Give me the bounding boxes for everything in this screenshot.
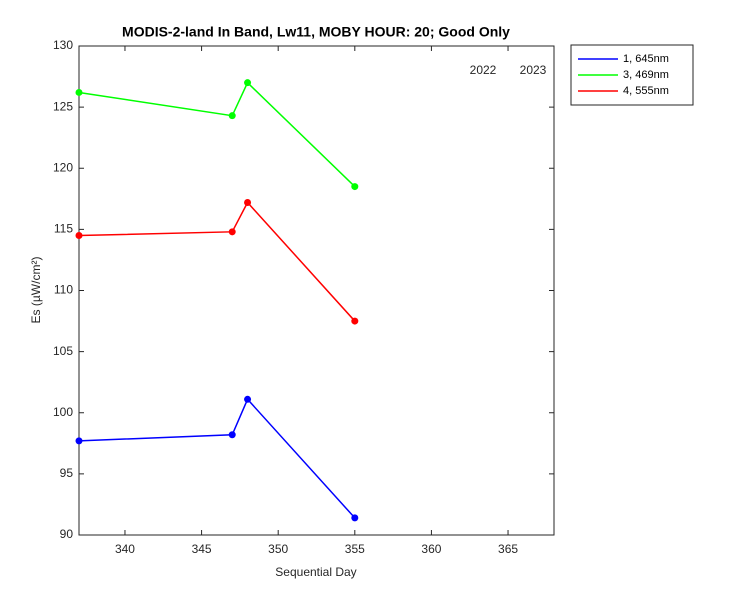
data-point	[228, 431, 236, 439]
annotation: 2023	[520, 63, 547, 77]
y-tick-label: 130	[53, 38, 73, 52]
x-axis-label: Sequential Day	[275, 565, 356, 579]
x-tick-label: 360	[421, 542, 441, 556]
y-axis-label: Es (µW/cm²)	[29, 257, 43, 324]
x-tick-label: 355	[345, 542, 365, 556]
y-tick-label: 95	[60, 466, 74, 480]
series-line	[78, 397, 356, 519]
annotation: 2022	[470, 63, 497, 77]
x-tick-label: 365	[498, 542, 518, 556]
y-tick-label: 120	[53, 160, 73, 174]
data-point	[351, 317, 359, 325]
y-tick-label: 125	[53, 99, 73, 113]
x-tick-label: 340	[115, 542, 135, 556]
y-tick-label: 90	[60, 527, 74, 541]
x-tick-label: 350	[268, 542, 288, 556]
y-tick-label: 100	[53, 405, 73, 419]
data-point	[244, 395, 252, 403]
x-tick-label: 345	[192, 542, 212, 556]
data-point	[75, 231, 83, 239]
data-point	[244, 79, 252, 87]
series-line	[78, 81, 356, 188]
legend-label: 1, 645nm	[623, 53, 669, 65]
data-point	[351, 183, 359, 191]
legend-label: 4, 555nm	[623, 85, 669, 97]
y-tick-label: 105	[53, 344, 73, 358]
chart-title: MODIS-2-land In Band, Lw11, MOBY HOUR: 2…	[122, 24, 510, 40]
data-point	[75, 437, 83, 445]
data-point	[244, 198, 252, 206]
legend-label: 3, 469nm	[623, 69, 669, 81]
data-point	[228, 228, 236, 236]
y-tick-label: 110	[54, 283, 73, 297]
y-tick-label: 115	[54, 222, 73, 236]
series-line	[78, 201, 356, 322]
data-point	[228, 112, 236, 120]
data-point	[351, 514, 359, 522]
data-point	[75, 88, 83, 96]
